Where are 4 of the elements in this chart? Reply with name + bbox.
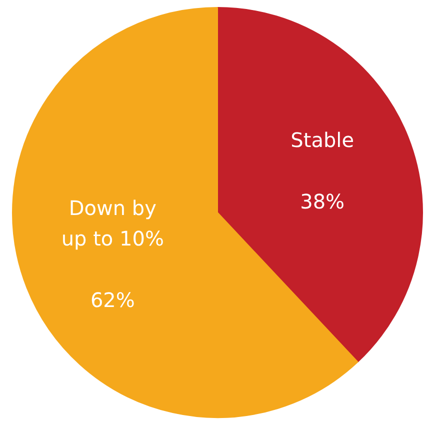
slice-label: Stable <box>290 128 354 152</box>
slice-label: Down by up to 10% <box>61 196 164 251</box>
data-label: 62% <box>90 288 135 312</box>
data-label: 38% <box>300 190 345 214</box>
